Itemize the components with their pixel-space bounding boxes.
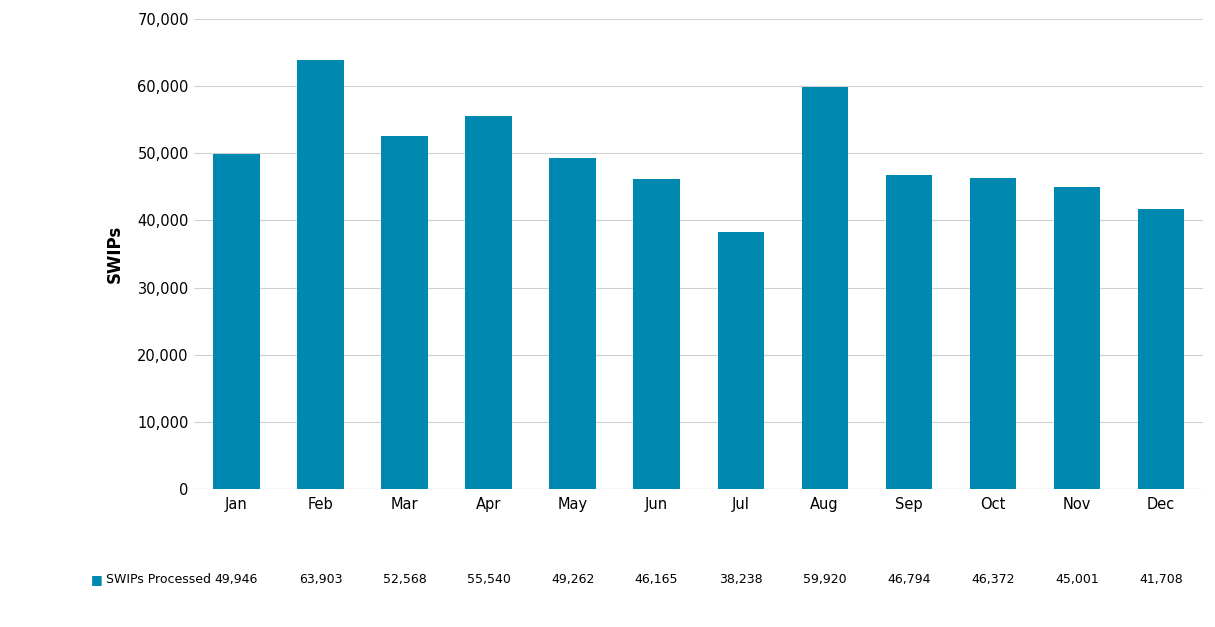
Text: SWIPs Processed: SWIPs Processed	[107, 574, 211, 586]
Bar	[633, 179, 679, 489]
Bar	[886, 175, 932, 489]
Bar	[465, 116, 512, 489]
Bar	[802, 87, 848, 489]
Text: 41,708: 41,708	[1138, 574, 1182, 586]
Text: 49,262: 49,262	[550, 574, 594, 586]
Y-axis label: SWIPs: SWIPs	[106, 225, 124, 283]
Bar	[718, 232, 764, 489]
Bar	[382, 136, 428, 489]
Text: 49,946: 49,946	[215, 574, 258, 586]
Text: 46,165: 46,165	[635, 574, 678, 586]
Text: 59,920: 59,920	[803, 574, 847, 586]
Text: 38,238: 38,238	[719, 574, 763, 586]
Bar	[1053, 187, 1100, 489]
Text: 46,794: 46,794	[887, 574, 931, 586]
Text: 46,372: 46,372	[971, 574, 1015, 586]
Bar	[214, 154, 260, 489]
Bar	[1137, 209, 1183, 489]
Bar	[549, 158, 595, 489]
Text: 63,903: 63,903	[299, 574, 343, 586]
Bar	[298, 60, 344, 489]
Text: 52,568: 52,568	[383, 574, 426, 586]
Text: ■: ■	[91, 574, 102, 586]
Text: 55,540: 55,540	[467, 574, 510, 586]
Bar	[970, 177, 1016, 489]
Text: 45,001: 45,001	[1055, 574, 1098, 586]
